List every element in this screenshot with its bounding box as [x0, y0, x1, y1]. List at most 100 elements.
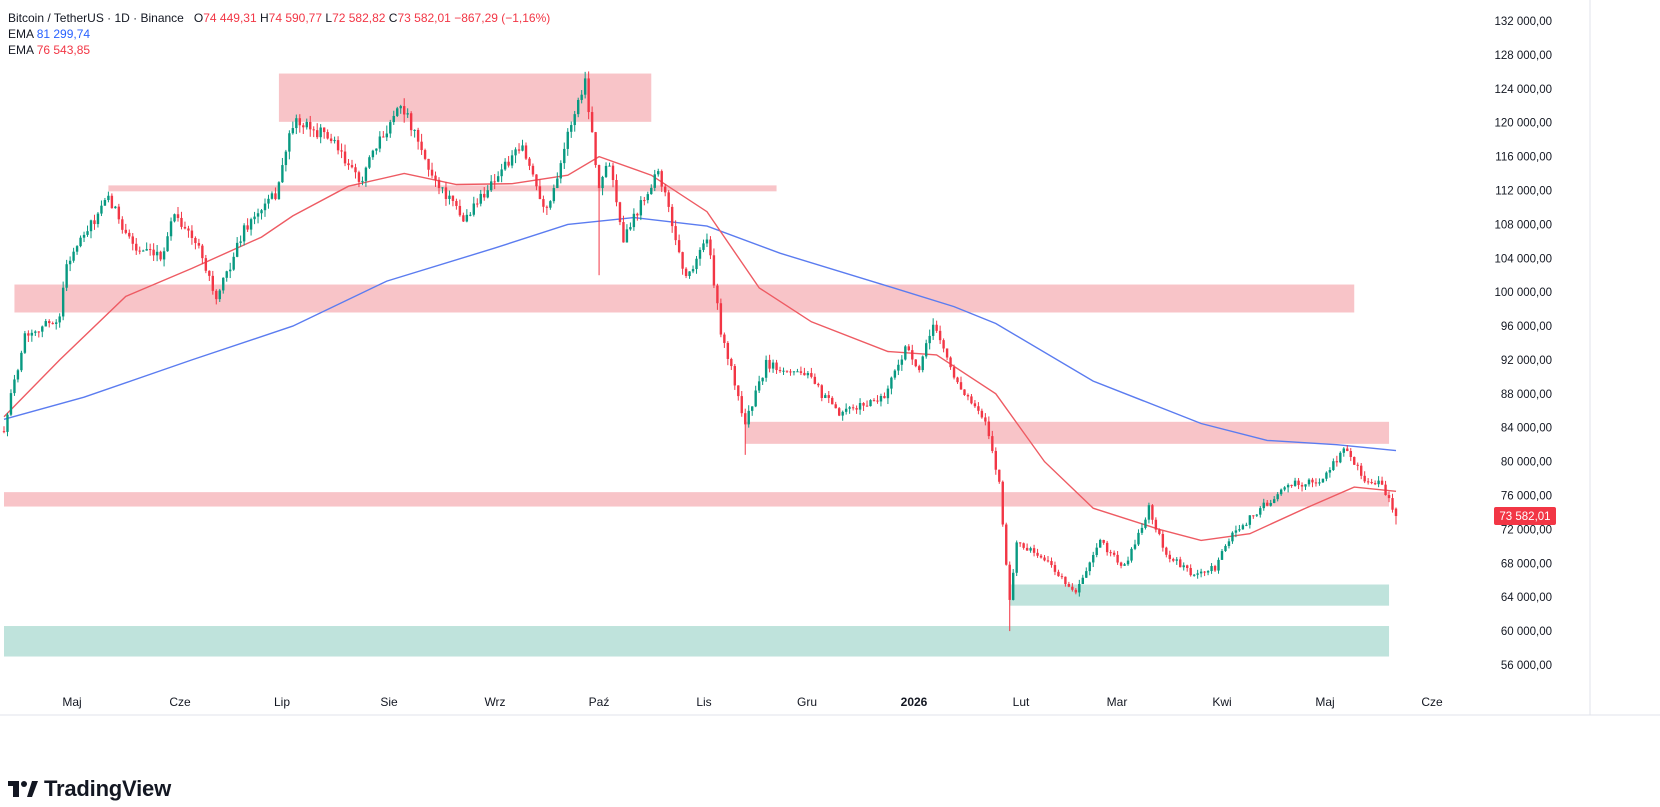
- tradingview-logo[interactable]: TradingView: [8, 776, 171, 802]
- candle-body: [931, 324, 935, 336]
- candle-body: [72, 251, 75, 261]
- support-zone[interactable]: [1009, 584, 1390, 606]
- candle-body: [1109, 552, 1112, 554]
- candle-body: [789, 371, 792, 373]
- candle-body: [371, 150, 375, 158]
- ema-layer: [3, 155, 1397, 542]
- candle-body: [764, 359, 768, 378]
- candle-body: [145, 249, 148, 251]
- candle-body: [1025, 547, 1029, 551]
- candle-body: [1189, 567, 1192, 576]
- price-tick-label: 124 000,00: [1494, 84, 1552, 96]
- candle-body: [563, 148, 566, 164]
- candle-body: [782, 370, 785, 372]
- legend-ema-fast[interactable]: EMA 76 543,85: [8, 42, 550, 58]
- candle-body: [316, 130, 319, 138]
- ema-slow-line[interactable]: [3, 216, 1397, 452]
- time-axis[interactable]: Maj Cze Lip Sie Wrz Paź Lis Gru 2026 Lut Mar Kwi Maj…: [62, 695, 1443, 709]
- symbol-title[interactable]: Bitcoin / TetherUS · 1D · Binance: [8, 11, 184, 25]
- ema-slow-value: 81 299,74: [36, 27, 91, 41]
- candle-body: [444, 187, 448, 199]
- support-zone[interactable]: [4, 626, 1390, 657]
- candle-body: [928, 335, 931, 344]
- resistance-zone[interactable]: [745, 421, 1390, 444]
- candle-body: [716, 285, 719, 304]
- candle-body: [796, 371, 799, 373]
- candle-body: [1304, 484, 1307, 487]
- candle-body: [1394, 508, 1398, 517]
- candle-body: [420, 141, 423, 151]
- candle-body: [496, 176, 500, 182]
- candle-body: [1039, 555, 1043, 558]
- candle-body: [131, 236, 134, 244]
- candle-body: [1137, 532, 1140, 545]
- candle-body: [524, 145, 528, 159]
- candle-body: [476, 203, 479, 205]
- candle-body: [531, 165, 535, 175]
- candle-body: [573, 114, 576, 126]
- candle-body: [890, 377, 893, 389]
- candle-body: [817, 383, 820, 386]
- candle-body: [904, 346, 907, 360]
- candle-body: [545, 206, 549, 208]
- candle-body: [1123, 564, 1126, 566]
- legend-ema-slow[interactable]: EMA 81 299,74: [8, 26, 550, 42]
- candle-body: [991, 436, 994, 451]
- candle-body: [197, 243, 201, 246]
- resistance-zone[interactable]: [14, 284, 1355, 313]
- candle-body: [577, 99, 580, 115]
- candle-body: [194, 237, 197, 244]
- candle-body: [719, 303, 723, 335]
- candle-body: [876, 400, 879, 402]
- candle-body: [1192, 574, 1196, 576]
- candle-body: [580, 94, 583, 100]
- last-price-tag-label: 73 582,01: [1499, 511, 1550, 523]
- candle-body: [1008, 564, 1011, 600]
- candle-body: [1036, 552, 1039, 556]
- candle-body: [1307, 479, 1311, 485]
- candle-body: [1095, 547, 1098, 555]
- ema-fast-line[interactable]: [3, 155, 1397, 542]
- candle-body: [709, 239, 712, 256]
- candle-body: [1335, 461, 1339, 463]
- candle-body: [594, 132, 597, 166]
- candle-body: [110, 195, 114, 209]
- candle-body: [785, 370, 789, 372]
- candle-body: [399, 106, 402, 109]
- candle-body: [361, 180, 364, 182]
- candle-body: [319, 127, 322, 138]
- candle-body: [441, 187, 444, 189]
- candle-body: [768, 359, 771, 369]
- candle-body: [235, 242, 239, 257]
- candle-body: [900, 359, 904, 365]
- price-axis[interactable]: 56 000,00 60 000,00 64 000,00 68 000,00 72 0…: [1494, 16, 1552, 672]
- candle-body: [987, 421, 991, 437]
- candle-body: [810, 373, 813, 377]
- candle-body: [1227, 541, 1231, 546]
- candle-body: [942, 340, 945, 349]
- candle-body: [326, 132, 329, 139]
- candle-body: [336, 140, 340, 151]
- candle-body: [204, 258, 208, 271]
- candle-body: [472, 203, 475, 215]
- candle-body: [382, 136, 385, 138]
- candle-body: [1022, 543, 1025, 548]
- resistance-zone[interactable]: [4, 492, 1390, 507]
- candle-body: [559, 163, 562, 179]
- candle-body: [1175, 559, 1178, 561]
- candle-body: [1286, 484, 1290, 488]
- candle-body: [834, 404, 837, 409]
- candle-body: [403, 106, 406, 115]
- candle-body: [977, 406, 980, 411]
- candle-body: [1297, 480, 1300, 485]
- candle-body: [61, 287, 65, 317]
- price-tick-label: 72 000,00: [1501, 524, 1552, 536]
- candle-body: [1186, 565, 1189, 568]
- candle-body: [343, 151, 347, 164]
- candle-body: [469, 214, 472, 216]
- candle-body: [963, 389, 966, 396]
- candle-body: [322, 127, 326, 133]
- candle-body: [246, 225, 249, 230]
- resistance-zone[interactable]: [278, 73, 652, 122]
